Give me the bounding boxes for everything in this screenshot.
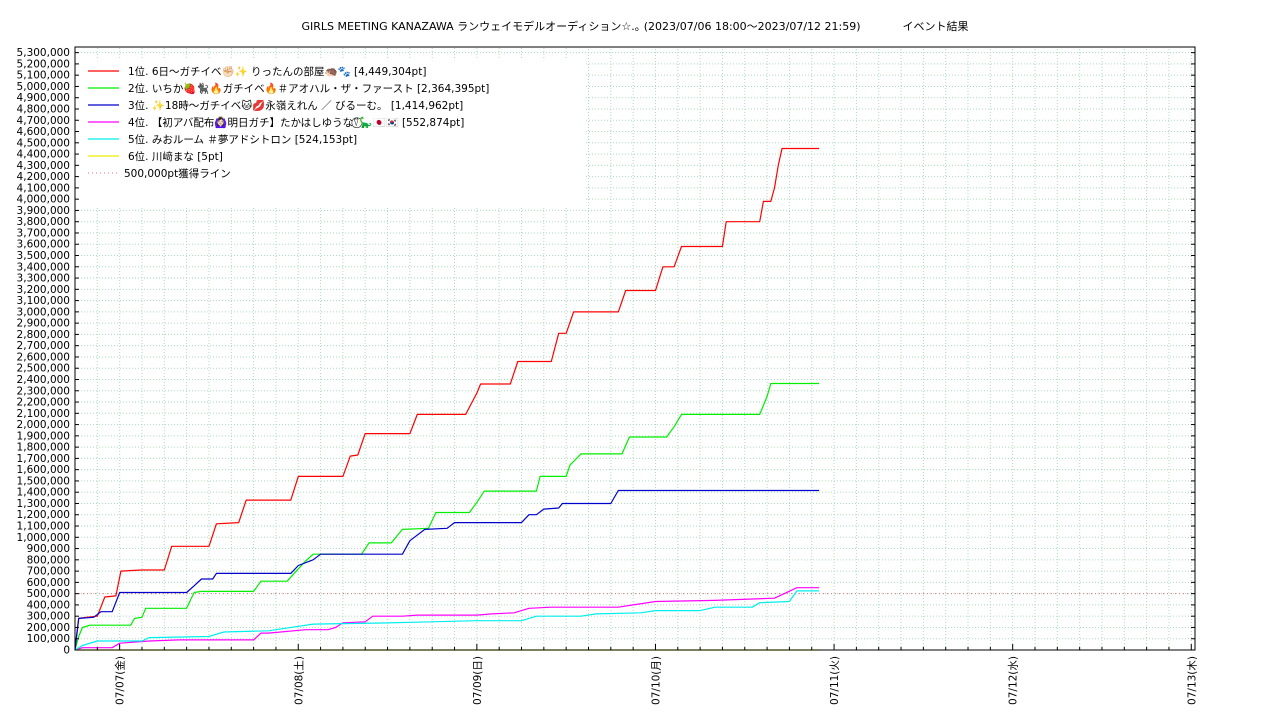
y-tick-label: 5,000,000 xyxy=(17,81,70,93)
y-tick-label: 3,200,000 xyxy=(17,284,70,296)
y-tick-label: 5,200,000 xyxy=(17,58,70,70)
y-tick-label: 4,600,000 xyxy=(17,126,70,138)
x-tick-label: 07/08(土) xyxy=(292,656,305,705)
y-tick-label: 1,900,000 xyxy=(17,430,70,442)
y-tick-label: 1,600,000 xyxy=(17,464,70,476)
y-tick-label: 2,300,000 xyxy=(17,385,70,397)
y-tick-label: 4,000,000 xyxy=(17,194,70,206)
x-tick-label: 07/12(水) xyxy=(1008,656,1020,705)
legend-label-2: 2位. いちか🍓🐈‍⬛🔥ガチイベ🔥＃アオハル・ザ・ファースト [2,364,39… xyxy=(128,82,489,95)
y-tick-label: 4,100,000 xyxy=(17,182,70,194)
y-tick-label: 1,200,000 xyxy=(17,509,70,521)
y-tick-label: 700,000 xyxy=(27,566,70,578)
x-tick-label: 07/13(木) xyxy=(1186,656,1198,705)
y-tick-label: 300,000 xyxy=(27,611,70,623)
y-tick-label: 4,400,000 xyxy=(17,149,70,161)
y-tick-label: 2,400,000 xyxy=(17,374,70,386)
series-layer xyxy=(74,147,1195,651)
legend: 1位. 6日〜ガチイベ✊🏻✨ りったんの部屋🦔🐾 [4,449,304pt] 2位… xyxy=(88,65,489,180)
y-tick-label: 3,500,000 xyxy=(17,250,70,262)
y-tick-label: 2,800,000 xyxy=(17,329,70,341)
y-tick-label: 3,800,000 xyxy=(17,216,70,228)
y-tick-label: 5,100,000 xyxy=(17,70,70,82)
x-tick-label: 07/09(日) xyxy=(472,656,484,705)
y-tick-label: 200,000 xyxy=(27,622,70,634)
y-tick-label: 800,000 xyxy=(27,554,70,566)
series-line-1 xyxy=(74,147,820,651)
x-tick-label: 07/07(金) xyxy=(114,656,127,705)
y-tick-label: 3,600,000 xyxy=(17,239,70,251)
y-tick-label: 4,500,000 xyxy=(17,137,70,149)
y-tick-label: 2,700,000 xyxy=(17,340,70,352)
series-line-5 xyxy=(74,590,820,651)
legend-label-1: 1位. 6日〜ガチイベ✊🏻✨ りったんの部屋🦔🐾 [4,449,304pt] xyxy=(128,65,426,78)
y-tick-label: 4,700,000 xyxy=(17,115,70,127)
legend-label-3: 3位. ✨18時〜ガチイベ🐱💋永嶺えれん ／ びるーむ。 [1,414,962p… xyxy=(128,99,463,112)
y-tick-label: 1,100,000 xyxy=(17,521,70,533)
y-tick-label: 2,500,000 xyxy=(17,363,70,375)
y-tick-label: 4,800,000 xyxy=(17,103,70,115)
y-tick-label: 4,900,000 xyxy=(17,92,70,104)
y-tick-label: 3,100,000 xyxy=(17,295,70,307)
y-tick-label: 2,000,000 xyxy=(17,419,70,431)
y-tick-label: 4,200,000 xyxy=(17,171,70,183)
y-tick-label: 1,300,000 xyxy=(17,498,70,510)
legend-background xyxy=(78,58,586,206)
y-tick-label: 1,700,000 xyxy=(17,453,70,465)
y-tick-label: 1,500,000 xyxy=(17,475,70,487)
y-tick-label: 2,100,000 xyxy=(17,408,70,420)
y-tick-label: 500,000 xyxy=(27,588,70,600)
y-tick-label: 2,600,000 xyxy=(17,351,70,363)
legend-label-4: 4位. 【初アバ配布🙆🏻‍♀️明日ガチ】たかはしゆうな⍢⃝🦕🇯🇵🇰🇷 [552,… xyxy=(128,116,464,129)
y-tick-label: 3,300,000 xyxy=(17,273,70,285)
series-line-3 xyxy=(74,489,820,651)
series-line-4 xyxy=(74,587,820,651)
y-tick-label: 2,900,000 xyxy=(17,318,70,330)
y-tick-label: 600,000 xyxy=(27,577,70,589)
grid-layer xyxy=(74,47,1195,650)
y-tick-label: 3,400,000 xyxy=(17,261,70,273)
y-tick-label: 900,000 xyxy=(27,543,70,555)
y-tick-label: 2,200,000 xyxy=(17,397,70,409)
y-tick-label: 0 xyxy=(63,645,70,657)
legend-label-reference: 500,000pt獲得ライン xyxy=(124,167,231,180)
chart-title: GIRLS MEETING KANAZAWA ランウェイモデルオーディション☆.… xyxy=(301,20,969,33)
y-tick-label: 400,000 xyxy=(27,599,70,611)
y-tick-label: 3,900,000 xyxy=(17,205,70,217)
y-tick-label: 5,300,000 xyxy=(17,47,70,59)
x-tick-label: 07/11(火) xyxy=(829,656,841,705)
y-tick-label: 4,300,000 xyxy=(17,160,70,172)
legend-label-6: 6位. 川﨑まな [5pt] xyxy=(128,150,223,163)
y-tick-label: 1,000,000 xyxy=(17,532,70,544)
y-tick-label: 1,800,000 xyxy=(17,442,70,454)
y-tick-label: 3,700,000 xyxy=(17,227,70,239)
plot-frame xyxy=(74,46,1196,651)
series-line-2 xyxy=(74,382,820,651)
x-tick-label: 07/10(月) xyxy=(650,656,662,705)
y-tick-label: 3,000,000 xyxy=(17,306,70,318)
y-tick-label: 100,000 xyxy=(27,633,70,645)
axis-layer: 0100,000200,000300,000400,000500,000600,… xyxy=(17,46,1198,705)
legend-label-5: 5位. みおルーム ＃夢アドシトロン [524,153pt] xyxy=(128,133,357,146)
y-tick-label: 1,400,000 xyxy=(17,487,70,499)
